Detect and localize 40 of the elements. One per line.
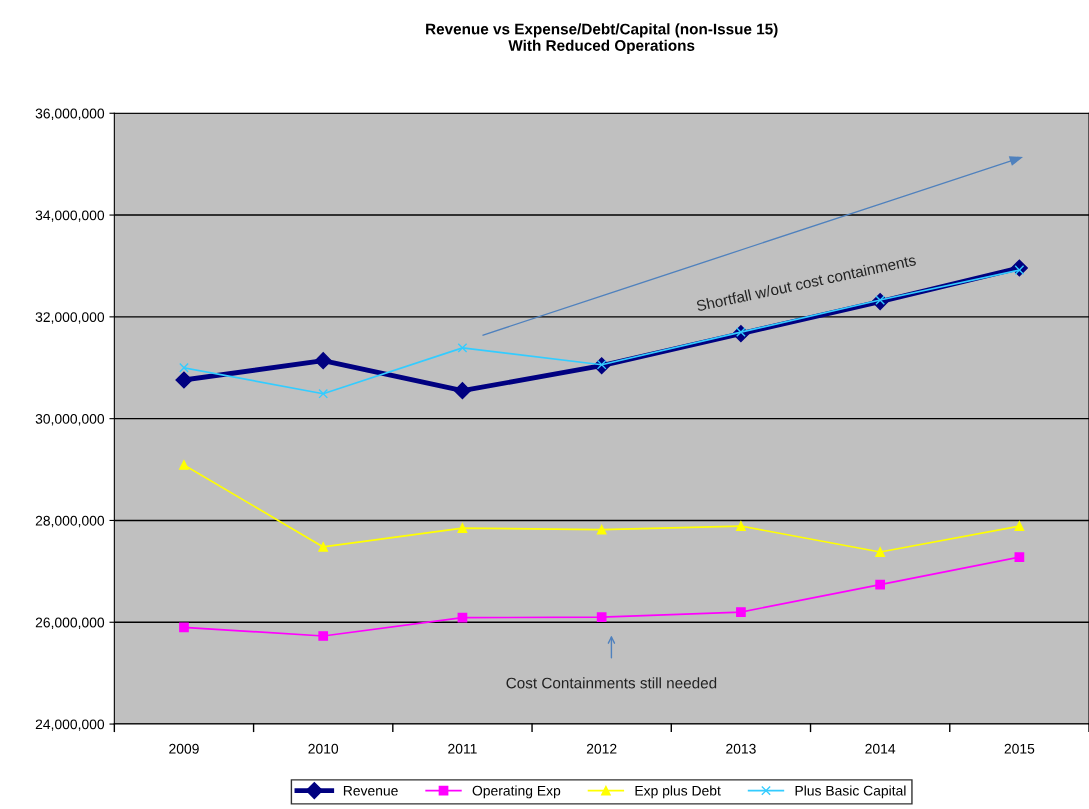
point (318, 631, 329, 641)
annotation: Cost Containments still needed (506, 677, 717, 689)
point (875, 547, 886, 557)
y-tick-label: 30,000,000 (35, 413, 105, 426)
point (179, 622, 189, 633)
legend-label: Revenue (343, 785, 398, 796)
point (596, 524, 607, 535)
point (314, 352, 332, 370)
point (736, 607, 746, 617)
point (457, 523, 468, 533)
y-tick-label: 24,000,000 (35, 719, 105, 731)
x-tick-label: 2012 (586, 743, 617, 754)
y-tick-label: 26,000,000 (35, 617, 105, 630)
point (179, 362, 189, 373)
y-tick-label: 34,000,000 (35, 210, 105, 222)
point (736, 521, 746, 531)
point (179, 460, 189, 470)
point (457, 612, 468, 623)
x-tick-label: 2013 (726, 743, 756, 754)
point (596, 612, 607, 623)
x-tick-label: 2014 (865, 743, 896, 754)
x-tick-label: 2011 (448, 743, 477, 754)
y-tick-label: 32,000,000 (35, 312, 105, 324)
y-tick-label: 28,000,000 (35, 515, 105, 528)
chart-title: Revenue vs Expense/Debt/Capital (non-Issue 15) With Reduced Operations (426, 23, 778, 54)
point (1014, 552, 1025, 562)
legend-label: Plus Basic Capital (795, 785, 906, 799)
point (453, 382, 471, 400)
y-tick-label: 36,000,000 (35, 108, 105, 121)
legend-label: Exp plus Debt (635, 785, 721, 799)
legend-label: Operating Exp (472, 785, 561, 799)
point (175, 371, 193, 389)
x-tick-label: 2009 (169, 743, 199, 754)
x-tick-label: 2015 (1004, 743, 1035, 754)
point (875, 579, 886, 590)
point (318, 388, 329, 399)
point (318, 542, 329, 552)
point (457, 343, 468, 353)
point (1014, 521, 1025, 531)
x-tick-label: 2010 (308, 743, 339, 754)
